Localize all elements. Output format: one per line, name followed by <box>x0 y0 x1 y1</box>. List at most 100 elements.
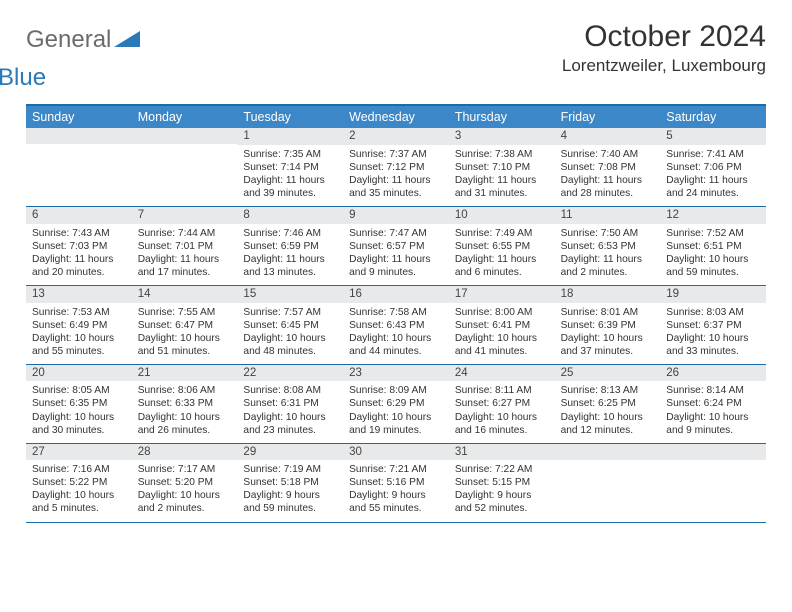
sunset-text: Sunset: 6:35 PM <box>32 397 126 410</box>
sunset-text: Sunset: 6:55 PM <box>455 240 549 253</box>
daylight-text: Daylight: 10 hours and 41 minutes. <box>455 332 549 358</box>
sunset-text: Sunset: 6:41 PM <box>455 319 549 332</box>
daylight-text: Daylight: 11 hours and 17 minutes. <box>138 253 232 279</box>
sunset-text: Sunset: 5:15 PM <box>455 476 549 489</box>
daylight-text: Daylight: 11 hours and 9 minutes. <box>349 253 443 279</box>
daylight-text: Daylight: 10 hours and 55 minutes. <box>32 332 126 358</box>
daylight-text: Daylight: 11 hours and 24 minutes. <box>666 174 760 200</box>
sunrise-text: Sunrise: 7:55 AM <box>138 306 232 319</box>
daylight-text: Daylight: 11 hours and 39 minutes. <box>243 174 337 200</box>
sunset-text: Sunset: 6:47 PM <box>138 319 232 332</box>
sunset-text: Sunset: 6:27 PM <box>455 397 549 410</box>
calendar-cell: 19Sunrise: 8:03 AMSunset: 6:37 PMDayligh… <box>660 286 766 364</box>
daylight-text: Daylight: 10 hours and 44 minutes. <box>349 332 443 358</box>
logo-triangle-icon <box>114 29 140 52</box>
sunrise-text: Sunrise: 7:40 AM <box>561 148 655 161</box>
calendar-cell <box>26 128 132 206</box>
sunrise-text: Sunrise: 7:57 AM <box>243 306 337 319</box>
sunrise-text: Sunrise: 8:08 AM <box>243 384 337 397</box>
calendar-cell: 24Sunrise: 8:11 AMSunset: 6:27 PMDayligh… <box>449 365 555 443</box>
day-number: 16 <box>343 286 449 303</box>
sunset-text: Sunset: 6:45 PM <box>243 319 337 332</box>
calendar-cell: 30Sunrise: 7:21 AMSunset: 5:16 PMDayligh… <box>343 444 449 522</box>
daylight-text: Daylight: 10 hours and 2 minutes. <box>138 489 232 515</box>
day-number: 13 <box>26 286 132 303</box>
day-number: 31 <box>449 444 555 461</box>
calendar-row: 27Sunrise: 7:16 AMSunset: 5:22 PMDayligh… <box>26 444 766 523</box>
day-number <box>132 128 238 144</box>
day-number: 30 <box>343 444 449 461</box>
sunset-text: Sunset: 6:24 PM <box>666 397 760 410</box>
daylight-text: Daylight: 10 hours and 26 minutes. <box>138 411 232 437</box>
sunset-text: Sunset: 6:39 PM <box>561 319 655 332</box>
sunrise-text: Sunrise: 7:58 AM <box>349 306 443 319</box>
calendar-cell: 18Sunrise: 8:01 AMSunset: 6:39 PMDayligh… <box>555 286 661 364</box>
daylight-text: Daylight: 9 hours and 55 minutes. <box>349 489 443 515</box>
day-number: 4 <box>555 128 661 145</box>
daylight-text: Daylight: 11 hours and 31 minutes. <box>455 174 549 200</box>
sunset-text: Sunset: 7:06 PM <box>666 161 760 174</box>
calendar-cell: 27Sunrise: 7:16 AMSunset: 5:22 PMDayligh… <box>26 444 132 522</box>
day-number: 2 <box>343 128 449 145</box>
calendar-cell: 12Sunrise: 7:52 AMSunset: 6:51 PMDayligh… <box>660 207 766 285</box>
day-number <box>555 444 661 460</box>
day-number: 18 <box>555 286 661 303</box>
sunrise-text: Sunrise: 8:14 AM <box>666 384 760 397</box>
day-number: 15 <box>237 286 343 303</box>
day-number <box>26 128 132 144</box>
sunset-text: Sunset: 6:51 PM <box>666 240 760 253</box>
sunrise-text: Sunrise: 8:13 AM <box>561 384 655 397</box>
calendar-cell: 15Sunrise: 7:57 AMSunset: 6:45 PMDayligh… <box>237 286 343 364</box>
day-number: 5 <box>660 128 766 145</box>
day-number: 7 <box>132 207 238 224</box>
weekday-label: Friday <box>555 106 661 128</box>
day-number: 25 <box>555 365 661 382</box>
sunset-text: Sunset: 7:10 PM <box>455 161 549 174</box>
calendar-cell: 25Sunrise: 8:13 AMSunset: 6:25 PMDayligh… <box>555 365 661 443</box>
calendar-cell: 3Sunrise: 7:38 AMSunset: 7:10 PMDaylight… <box>449 128 555 206</box>
day-number: 19 <box>660 286 766 303</box>
daylight-text: Daylight: 10 hours and 59 minutes. <box>666 253 760 279</box>
daylight-text: Daylight: 11 hours and 13 minutes. <box>243 253 337 279</box>
sunset-text: Sunset: 7:01 PM <box>138 240 232 253</box>
calendar-cell <box>660 444 766 522</box>
sunset-text: Sunset: 7:08 PM <box>561 161 655 174</box>
daylight-text: Daylight: 11 hours and 2 minutes. <box>561 253 655 279</box>
sunrise-text: Sunrise: 7:44 AM <box>138 227 232 240</box>
daylight-text: Daylight: 10 hours and 19 minutes. <box>349 411 443 437</box>
daylight-text: Daylight: 11 hours and 35 minutes. <box>349 174 443 200</box>
daylight-text: Daylight: 9 hours and 52 minutes. <box>455 489 549 515</box>
day-number: 11 <box>555 207 661 224</box>
weekday-label: Thursday <box>449 106 555 128</box>
calendar-cell: 6Sunrise: 7:43 AMSunset: 7:03 PMDaylight… <box>26 207 132 285</box>
day-number: 10 <box>449 207 555 224</box>
day-number <box>660 444 766 460</box>
sunset-text: Sunset: 6:37 PM <box>666 319 760 332</box>
day-number: 14 <box>132 286 238 303</box>
sunrise-text: Sunrise: 7:35 AM <box>243 148 337 161</box>
weekday-label: Sunday <box>26 106 132 128</box>
sunset-text: Sunset: 7:14 PM <box>243 161 337 174</box>
calendar-cell: 9Sunrise: 7:47 AMSunset: 6:57 PMDaylight… <box>343 207 449 285</box>
calendar-row: 20Sunrise: 8:05 AMSunset: 6:35 PMDayligh… <box>26 365 766 444</box>
sunset-text: Sunset: 6:49 PM <box>32 319 126 332</box>
calendar-cell <box>555 444 661 522</box>
day-number: 29 <box>237 444 343 461</box>
sunrise-text: Sunrise: 7:46 AM <box>243 227 337 240</box>
calendar-page: General Blue October 2024 Lorentzweiler,… <box>0 0 792 543</box>
sunset-text: Sunset: 6:31 PM <box>243 397 337 410</box>
logo-text-general: General <box>26 26 111 53</box>
sunrise-text: Sunrise: 7:19 AM <box>243 463 337 476</box>
sunset-text: Sunset: 6:57 PM <box>349 240 443 253</box>
sunrise-text: Sunrise: 7:52 AM <box>666 227 760 240</box>
day-number: 22 <box>237 365 343 382</box>
sunset-text: Sunset: 7:12 PM <box>349 161 443 174</box>
day-number: 3 <box>449 128 555 145</box>
sunset-text: Sunset: 6:43 PM <box>349 319 443 332</box>
weekday-label: Saturday <box>660 106 766 128</box>
sunrise-text: Sunrise: 7:21 AM <box>349 463 443 476</box>
day-number: 8 <box>237 207 343 224</box>
calendar-cell <box>132 128 238 206</box>
calendar-row: 6Sunrise: 7:43 AMSunset: 7:03 PMDaylight… <box>26 207 766 286</box>
daylight-text: Daylight: 11 hours and 20 minutes. <box>32 253 126 279</box>
